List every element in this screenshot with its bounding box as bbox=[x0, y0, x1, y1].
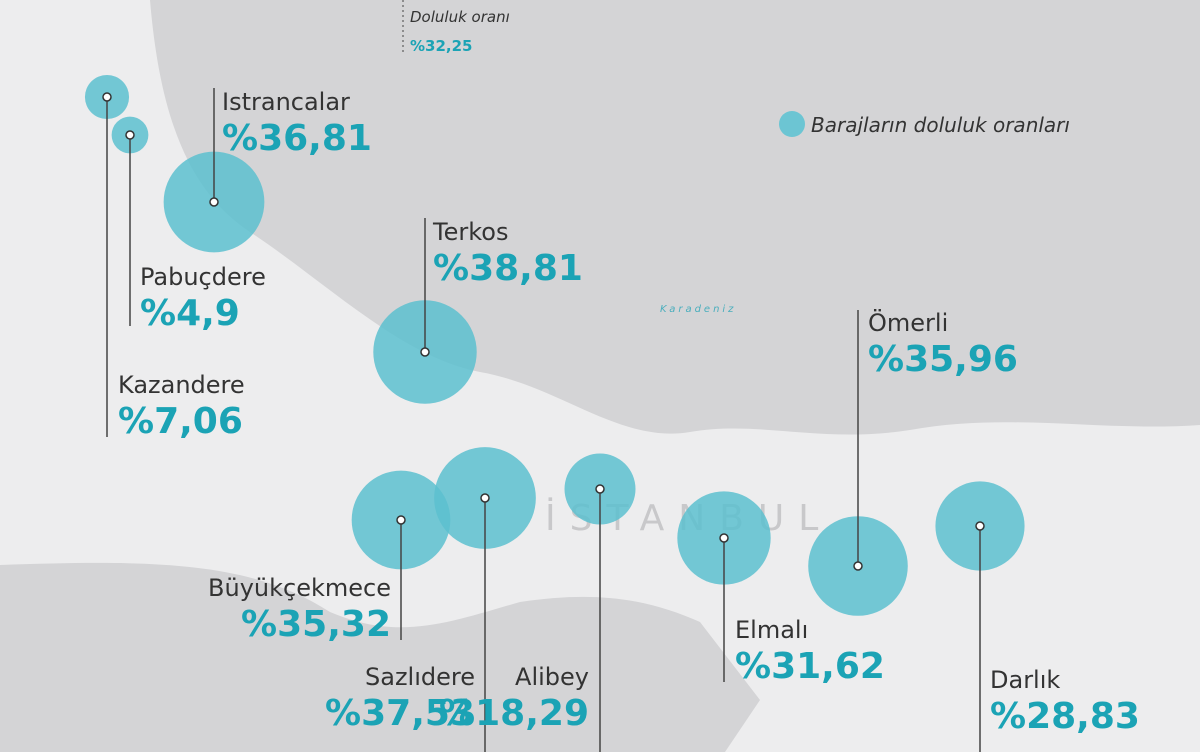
dam-point bbox=[480, 493, 490, 503]
dam-point bbox=[975, 521, 985, 531]
dam-value: %35,96 bbox=[868, 339, 1018, 380]
dam-name: Ömerli bbox=[868, 308, 948, 337]
dam-name: Terkos bbox=[432, 218, 508, 246]
legend-swatch bbox=[779, 111, 805, 137]
dam-value: %35,32 bbox=[241, 604, 391, 645]
sea-label: Karadeniz bbox=[660, 304, 736, 315]
dams: Kazandere%7,06Pabuçdere%4,9Istrancalar%3… bbox=[84, 74, 1140, 752]
caption-value: %32,25 bbox=[410, 37, 472, 55]
dam-point bbox=[125, 130, 135, 140]
dam-value: %18,29 bbox=[439, 693, 589, 734]
dam-name: Pabuçdere bbox=[140, 263, 266, 291]
dam-name: Elmalı bbox=[735, 616, 808, 644]
dam-point bbox=[396, 515, 406, 525]
dam-value: %38,81 bbox=[433, 248, 583, 289]
dam-point bbox=[853, 561, 863, 571]
dam-point bbox=[595, 484, 605, 494]
dam-name: Istrancalar bbox=[222, 88, 350, 116]
dam-name: Alibey bbox=[515, 663, 589, 691]
dam-point bbox=[102, 92, 112, 102]
dam-point bbox=[209, 197, 219, 207]
legend-label: Barajların doluluk oranları bbox=[811, 113, 1070, 137]
dam-name: Büyükçekmece bbox=[208, 574, 391, 602]
dam-point bbox=[719, 533, 729, 543]
dam-name: Darlık bbox=[990, 666, 1060, 694]
caption: Doluluk oranı bbox=[410, 8, 510, 26]
dam-value: %37,53 bbox=[325, 693, 475, 734]
dam-name: Kazandere bbox=[118, 371, 245, 399]
dam-name: Sazlıdere bbox=[365, 663, 475, 691]
marmara-sea bbox=[0, 562, 760, 752]
dam-value: %36,81 bbox=[222, 118, 372, 159]
dam-value: %7,06 bbox=[118, 401, 243, 442]
dam-value: %4,9 bbox=[140, 293, 240, 334]
dam-value: %31,62 bbox=[735, 646, 885, 687]
dam-point bbox=[420, 347, 430, 357]
dam-value: %28,83 bbox=[990, 696, 1140, 737]
